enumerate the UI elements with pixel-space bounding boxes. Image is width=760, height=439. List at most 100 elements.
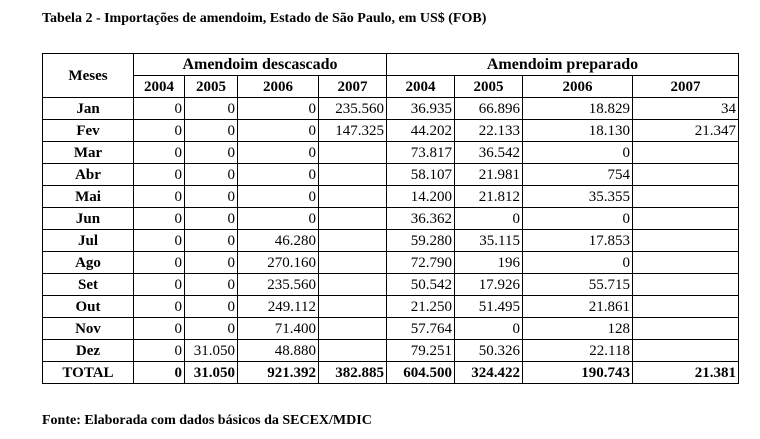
data-row: Out 0 0 249.112 21.250 51.495 21.861 xyxy=(42,295,739,318)
month-cell: Abr xyxy=(42,163,134,186)
value-cell xyxy=(632,185,739,208)
data-row: Jul 0 0 46.280 59.280 35.115 17.853 xyxy=(42,229,739,252)
value-cell: 0 xyxy=(133,339,185,362)
data-row: Abr 0 0 0 58.107 21.981 754 xyxy=(42,163,739,186)
value-cell: 22.133 xyxy=(454,119,523,142)
value-cell: 21.347 xyxy=(632,119,739,142)
value-cell: 249.112 xyxy=(237,295,319,318)
value-cell: 35.355 xyxy=(522,185,633,208)
year-header: 2007 xyxy=(632,75,739,98)
group-header: Amendoim preparado xyxy=(386,53,739,76)
value-cell: 18.829 xyxy=(522,97,633,120)
group-header: Amendoim descascado xyxy=(133,53,387,76)
data-row: Ago 0 0 270.160 72.790 196 0 xyxy=(42,251,739,274)
value-cell: 36.542 xyxy=(454,141,523,164)
year-header: 2004 xyxy=(386,75,455,98)
year-header: 2006 xyxy=(522,75,633,98)
value-cell: 235.560 xyxy=(318,97,387,120)
value-cell xyxy=(318,141,387,164)
month-cell: Set xyxy=(42,273,134,296)
value-cell: 0 xyxy=(133,229,185,252)
value-cell: 0 xyxy=(522,207,633,230)
value-cell: 21.861 xyxy=(522,295,633,318)
value-cell: 31.050 xyxy=(184,339,238,362)
value-cell: 0 xyxy=(184,251,238,274)
value-cell xyxy=(632,207,739,230)
value-cell: 235.560 xyxy=(237,273,319,296)
total-label: TOTAL xyxy=(42,361,134,384)
value-cell xyxy=(318,163,387,186)
value-cell: 0 xyxy=(184,207,238,230)
value-cell: 50.542 xyxy=(386,273,455,296)
value-cell: 0 xyxy=(184,119,238,142)
value-cell: 0 xyxy=(133,317,185,340)
value-cell: 73.817 xyxy=(386,141,455,164)
value-cell: 22.118 xyxy=(522,339,633,362)
value-cell: 21.981 xyxy=(454,163,523,186)
value-cell xyxy=(318,207,387,230)
month-cell: Fev xyxy=(42,119,134,142)
value-cell: 0 xyxy=(237,119,319,142)
value-cell: 59.280 xyxy=(386,229,455,252)
value-cell: 57.764 xyxy=(386,317,455,340)
value-cell: 0 xyxy=(133,97,185,120)
total-cell: 0 xyxy=(133,361,185,384)
total-cell: 21.381 xyxy=(632,361,739,384)
value-cell: 270.160 xyxy=(237,251,319,274)
value-cell xyxy=(632,273,739,296)
value-cell: 21.812 xyxy=(454,185,523,208)
value-cell: 66.896 xyxy=(454,97,523,120)
value-cell: 0 xyxy=(237,163,319,186)
value-cell: 0 xyxy=(184,273,238,296)
value-cell xyxy=(318,339,387,362)
data-row: Mar 0 0 0 73.817 36.542 0 xyxy=(42,141,739,164)
table-title: Tabela 2 - Importações de amendoim, Esta… xyxy=(42,11,487,26)
year-header: 2005 xyxy=(184,75,238,98)
value-cell: 18.130 xyxy=(522,119,633,142)
value-cell: 0 xyxy=(184,97,238,120)
value-cell: 14.200 xyxy=(386,185,455,208)
value-cell: 51.495 xyxy=(454,295,523,318)
imports-table: Meses Amendoim descascado Amendoim prepara… xyxy=(42,53,739,384)
value-cell: 36.935 xyxy=(386,97,455,120)
source-note: Fonte: Elaborada com dados básicos da SE… xyxy=(42,413,372,428)
value-cell: 72.790 xyxy=(386,251,455,274)
data-row: Fev 0 0 0 147.325 44.202 22.133 18.130 21.347 xyxy=(42,119,739,142)
month-header: Meses xyxy=(42,53,134,98)
value-cell: 17.926 xyxy=(454,273,523,296)
header-row: Meses Amendoim descascado Amendoim prepara… xyxy=(42,53,739,98)
value-cell: 48.880 xyxy=(237,339,319,362)
value-cell: 0 xyxy=(454,207,523,230)
value-cell: 34 xyxy=(632,97,739,120)
value-cell xyxy=(632,163,739,186)
value-cell: 79.251 xyxy=(386,339,455,362)
value-cell xyxy=(318,295,387,318)
total-cell: 604.500 xyxy=(386,361,455,384)
value-cell: 71.400 xyxy=(237,317,319,340)
value-cell: 196 xyxy=(454,251,523,274)
value-cell: 0 xyxy=(522,251,633,274)
month-cell: Out xyxy=(42,295,134,318)
value-cell: 55.715 xyxy=(522,273,633,296)
value-cell: 0 xyxy=(133,207,185,230)
month-cell: Jul xyxy=(42,229,134,252)
data-row: Set 0 0 235.560 50.542 17.926 55.715 xyxy=(42,273,739,296)
value-cell: 46.280 xyxy=(237,229,319,252)
month-cell: Mai xyxy=(42,185,134,208)
value-cell xyxy=(632,317,739,340)
value-cell: 0 xyxy=(454,317,523,340)
month-cell: Mar xyxy=(42,141,134,164)
value-cell xyxy=(632,141,739,164)
total-cell: 324.422 xyxy=(454,361,523,384)
value-cell xyxy=(632,229,739,252)
value-cell xyxy=(318,229,387,252)
value-cell: 58.107 xyxy=(386,163,455,186)
value-cell: 0 xyxy=(133,273,185,296)
value-cell: 754 xyxy=(522,163,633,186)
value-cell: 0 xyxy=(237,185,319,208)
value-cell: 0 xyxy=(133,119,185,142)
value-cell: 0 xyxy=(237,141,319,164)
value-cell xyxy=(318,317,387,340)
value-cell: 0 xyxy=(237,97,319,120)
